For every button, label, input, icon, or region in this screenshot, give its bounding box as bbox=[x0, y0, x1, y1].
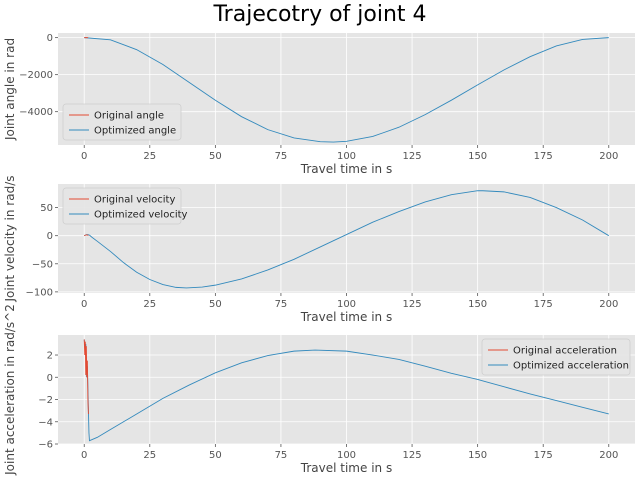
y-tick-label: 0 bbox=[47, 231, 53, 242]
y-tick-label: 0 bbox=[47, 33, 53, 44]
x-tick-label: 150 bbox=[468, 299, 487, 310]
series-line-original bbox=[83, 339, 89, 414]
y-axis-label: Joint acceleration in rad/s^2 bbox=[3, 304, 17, 476]
legend-box bbox=[481, 338, 631, 376]
x-tick-label: 50 bbox=[209, 450, 222, 461]
x-tick-label: 50 bbox=[209, 299, 222, 310]
y-tick-label: −4000 bbox=[19, 107, 53, 118]
x-tick-label: 75 bbox=[275, 450, 288, 461]
legend: Original angle Optimized angle bbox=[62, 103, 182, 141]
x-tick-label: 25 bbox=[143, 151, 156, 162]
figure-title: Trajecotry of joint 4 bbox=[212, 2, 426, 27]
y-tick-label: 50 bbox=[40, 203, 53, 214]
subplot-2: 0 25 50 75 100 125 150 175 200 −100 −50 0 50 Travel t… bbox=[3, 175, 635, 324]
x-axis-label: Travel time in s bbox=[300, 310, 392, 324]
legend: Original velocity Optimized velocity bbox=[62, 187, 188, 225]
legend-label: Original velocity bbox=[94, 195, 175, 206]
series-line-optimized bbox=[84, 190, 610, 289]
x-tick-label: 200 bbox=[599, 450, 618, 461]
y-tick-label: −2000 bbox=[19, 70, 53, 81]
y-tick-label: 0 bbox=[47, 373, 53, 384]
x-tick-label: 150 bbox=[468, 450, 487, 461]
x-tick-label: 25 bbox=[143, 299, 156, 310]
x-tick-label: 200 bbox=[599, 299, 618, 310]
legend-label: Optimized acceleration bbox=[513, 361, 629, 372]
x-tick-label: 175 bbox=[534, 450, 553, 461]
series-line-original bbox=[84, 234, 89, 237]
x-tick-label: 0 bbox=[81, 299, 87, 310]
y-tick-label: 2 bbox=[47, 351, 53, 362]
legend-label: Original angle bbox=[94, 111, 164, 122]
x-tick-label: 75 bbox=[275, 151, 288, 162]
y-tick-label: −6 bbox=[38, 440, 53, 451]
x-tick-label: 175 bbox=[534, 299, 553, 310]
y-tick-label: −100 bbox=[26, 287, 53, 298]
y-tick-label: −50 bbox=[32, 259, 53, 270]
y-tick-label: −4 bbox=[38, 417, 53, 428]
legend-label: Optimized angle bbox=[94, 126, 176, 137]
x-tick-label: 100 bbox=[337, 450, 356, 461]
x-tick-label: 100 bbox=[337, 151, 356, 162]
y-axis-label: Joint angle in rad bbox=[3, 38, 17, 141]
x-axis-label: Travel time in s bbox=[300, 461, 392, 475]
x-tick-label: 150 bbox=[468, 151, 487, 162]
legend-label: Original acceleration bbox=[513, 346, 617, 357]
subplot-1: 0 25 50 75 100 125 150 175 200 −4000 −2000 0 Travel … bbox=[3, 33, 635, 176]
subplot-3: 0 25 50 75 100 125 150 175 200 −6 −4 −2 0 2 Travel tim… bbox=[3, 304, 635, 476]
legend-label: Optimized velocity bbox=[94, 210, 188, 221]
legend-box bbox=[62, 103, 182, 141]
x-tick-label: 75 bbox=[275, 299, 288, 310]
legend: Original acceleration Optimized accelerat… bbox=[481, 338, 631, 376]
x-tick-label: 50 bbox=[209, 151, 222, 162]
y-tick-label: −2 bbox=[38, 395, 53, 406]
x-tick-label: 175 bbox=[534, 151, 553, 162]
x-axis-label: Travel time in s bbox=[300, 162, 392, 176]
x-tick-label: 125 bbox=[403, 450, 422, 461]
x-tick-label: 125 bbox=[403, 151, 422, 162]
x-tick-label: 200 bbox=[599, 151, 618, 162]
series-line-optimized bbox=[84, 37, 609, 143]
x-tick-label: 0 bbox=[81, 450, 87, 461]
legend-box bbox=[62, 187, 182, 225]
y-axis-label: Joint velocity in rad/s bbox=[3, 175, 17, 302]
x-tick-label: 0 bbox=[81, 151, 87, 162]
x-tick-label: 100 bbox=[337, 299, 356, 310]
subplot-panels: 0 25 50 75 100 125 150 175 200−4000−20000Travel … bbox=[3, 33, 635, 476]
x-tick-label: 25 bbox=[143, 450, 156, 461]
x-tick-label: 125 bbox=[403, 299, 422, 310]
